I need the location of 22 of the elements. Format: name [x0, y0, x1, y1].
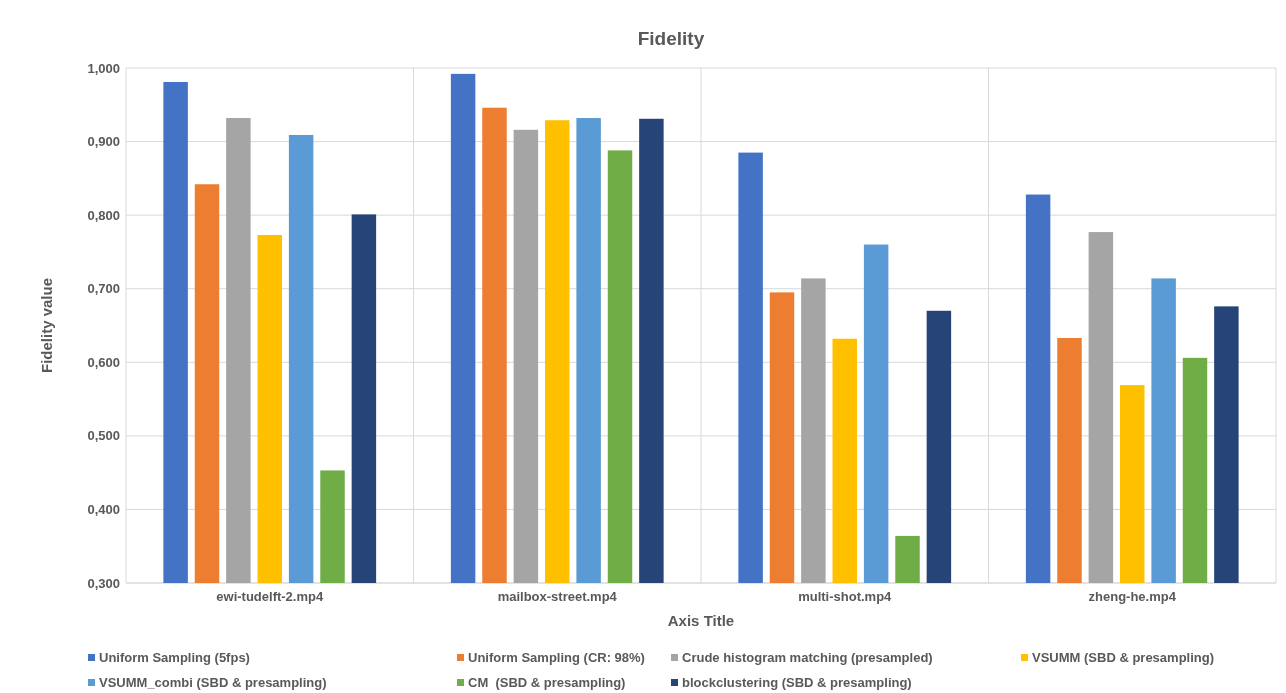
- y-tick-label: 1,000: [87, 60, 120, 76]
- y-tick-label: 0,300: [87, 575, 120, 591]
- y-tick-label: 0,700: [87, 281, 120, 297]
- y-tick-label: 0,900: [87, 134, 120, 150]
- legend-label: Uniform Sampling (CR: 98%): [468, 650, 645, 665]
- legend-label: CM (SBD & presampling): [468, 675, 626, 690]
- legend-label: Crude histogram matching (presampled): [682, 650, 933, 665]
- y-tick-label: 0,800: [87, 207, 120, 223]
- y-axis-title: Fidelity value: [38, 277, 55, 374]
- y-tick-label: 0,400: [87, 501, 120, 517]
- x-tick-label: ewi-tudelft-2.mp4: [216, 589, 324, 604]
- legend-label: VSUMM (SBD & presampling): [1032, 650, 1215, 665]
- x-tick-label: multi-shot.mp4: [798, 589, 893, 604]
- y-tick-label: 0,500: [87, 428, 120, 444]
- legend-label: blockclustering (SBD & presampling): [682, 675, 912, 690]
- x-tick-label: mailbox-street.mp4: [497, 589, 618, 604]
- y-tick-label: 0,600: [87, 354, 120, 370]
- legend-label: VSUMM_combi (SBD & presampling): [99, 675, 327, 690]
- chart-title: Fidelity: [637, 28, 705, 49]
- legend-label: Uniform Sampling (5fps): [99, 650, 250, 665]
- x-tick-label: zheng-he.mp4: [1088, 589, 1177, 604]
- x-axis-title: Axis Title: [667, 612, 735, 629]
